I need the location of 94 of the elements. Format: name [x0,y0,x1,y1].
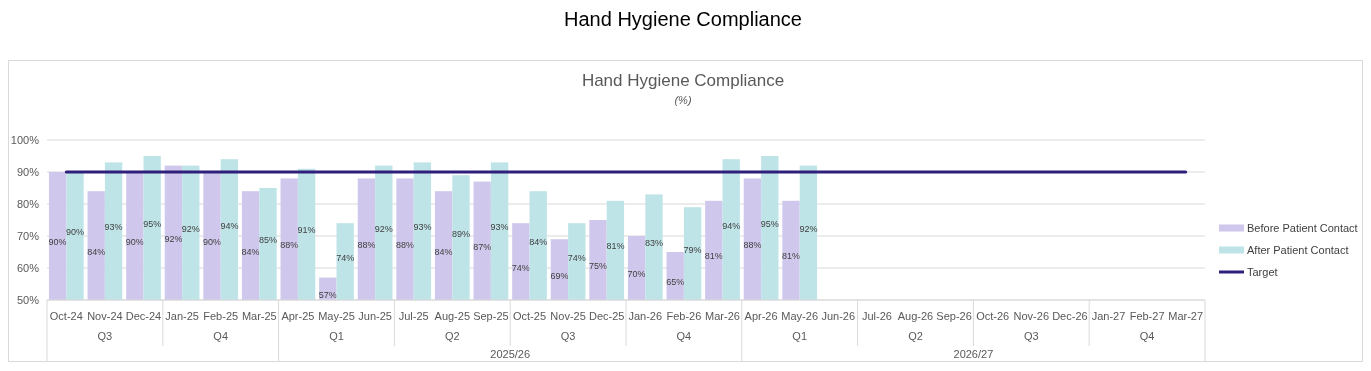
data-label: 74% [511,262,530,273]
x-tick-label: Oct-25 [512,310,547,322]
data-label: 83% [644,238,663,249]
text: Q3 [97,330,113,342]
x-tick-label: Feb-26 [666,310,702,322]
x-tick-label: Jun-25 [358,310,392,322]
y-tick-label: 70% [16,230,40,242]
legend-label: Target [1247,266,1278,278]
text: Q4 [676,330,692,342]
data-label: 90% [125,237,144,247]
x-tick-label: May-25 [318,310,355,322]
data-label: 90% [203,237,222,247]
data-label: 87% [473,241,492,252]
y-tick-label: 50% [16,294,40,306]
x-tick-label: Apr-25 [281,310,315,322]
x-tick-label: Dec-24 [125,310,162,322]
x-tick-label: Mar-26 [705,310,740,322]
data-label: 81% [606,241,625,252]
y-tick-label: 60% [16,262,40,274]
x-tick-label: Dec-25 [588,310,625,322]
x-tick-label: Jul-25 [398,310,429,322]
data-label: 85% [258,235,277,245]
chart-subtitle: (%) [674,94,692,106]
x-tick-label: Jan-27 [1091,310,1126,322]
data-label: 89% [451,228,470,239]
data-label: 90% [48,237,67,247]
x-tick-label: Apr-26 [744,310,778,322]
y-tick-label: 100% [10,134,40,146]
text: 2026/27 [953,348,994,360]
text: Q2 [908,330,923,342]
data-label: 81% [704,251,723,262]
data-label: 94% [722,220,741,231]
data-label: 74% [336,252,355,263]
text: Q4 [1139,330,1155,342]
data-label: 88% [357,240,376,251]
x-tick-label: Mar-27 [1168,310,1204,322]
x-tick-label: Nov-24 [87,310,123,322]
chart-title: Hand Hygiene Compliance [581,71,785,90]
data-label: 92% [164,233,183,244]
data-label: 93% [104,222,123,233]
data-label: 93% [490,222,509,233]
text: Q3 [1023,330,1039,342]
x-tick-label: Jul-26 [861,310,892,322]
x-tick-label: Dec-26 [1052,310,1088,322]
data-label: 84% [529,236,548,247]
data-label: 84% [87,246,106,257]
data-label: 81% [782,251,801,262]
x-tick-label: Aug-26 [897,310,934,322]
legend-label: Before Patient Contact [1247,222,1358,234]
y-tick-label: 90% [16,166,40,178]
data-label: 65% [666,277,685,287]
x-tick-label: Oct-24 [49,310,83,322]
data-label: 90% [65,227,84,237]
data-label: 88% [280,240,299,251]
x-tick-label: Oct-26 [976,310,1010,322]
data-label: 94% [220,220,239,231]
text: Q4 [213,330,229,342]
data-label: 84% [434,246,453,257]
x-tick-label: Nov-25 [550,310,586,322]
text: Q1 [329,330,344,342]
data-label: 91% [297,225,316,236]
data-label: 70% [627,269,646,279]
x-tick-label: Jun-26 [821,310,856,322]
x-tick-label: Feb-25 [203,310,239,322]
x-tick-label: May-26 [781,310,819,322]
x-tick-label: Feb-27 [1129,310,1165,322]
data-label: 95% [143,219,162,229]
x-tick-label: Sep-25 [473,310,509,322]
x-tick-label: Aug-25 [434,310,471,322]
x-tick-label: Sep-26 [936,310,972,322]
data-label: 88% [743,240,762,251]
data-label: 75% [589,261,608,271]
data-label: 84% [241,246,260,257]
legend-label: After Patient Contact [1247,244,1349,256]
x-tick-label: Jan-26 [628,310,663,322]
data-label: 93% [413,222,432,233]
text: Q3 [560,330,576,342]
data-label: 79% [683,244,702,255]
y-tick-label: 80% [16,198,40,210]
text: Hand Hygiene Compliance [564,8,802,30]
data-label: 88% [396,240,415,251]
data-label: 57% [318,289,337,300]
x-tick-label: Jan-25 [165,310,199,322]
data-label: 74% [567,252,586,263]
x-tick-label: Nov-26 [1013,310,1050,322]
data-label: 92% [374,223,393,234]
data-label: 69% [550,270,569,281]
data-label: 92% [181,223,200,234]
text: 2025/26 [490,348,531,360]
text: Q1 [792,330,808,342]
x-tick-label: Mar-25 [241,310,277,322]
data-label: 92% [799,223,818,234]
text: Q2 [444,330,460,342]
data-label: 95% [760,219,779,229]
